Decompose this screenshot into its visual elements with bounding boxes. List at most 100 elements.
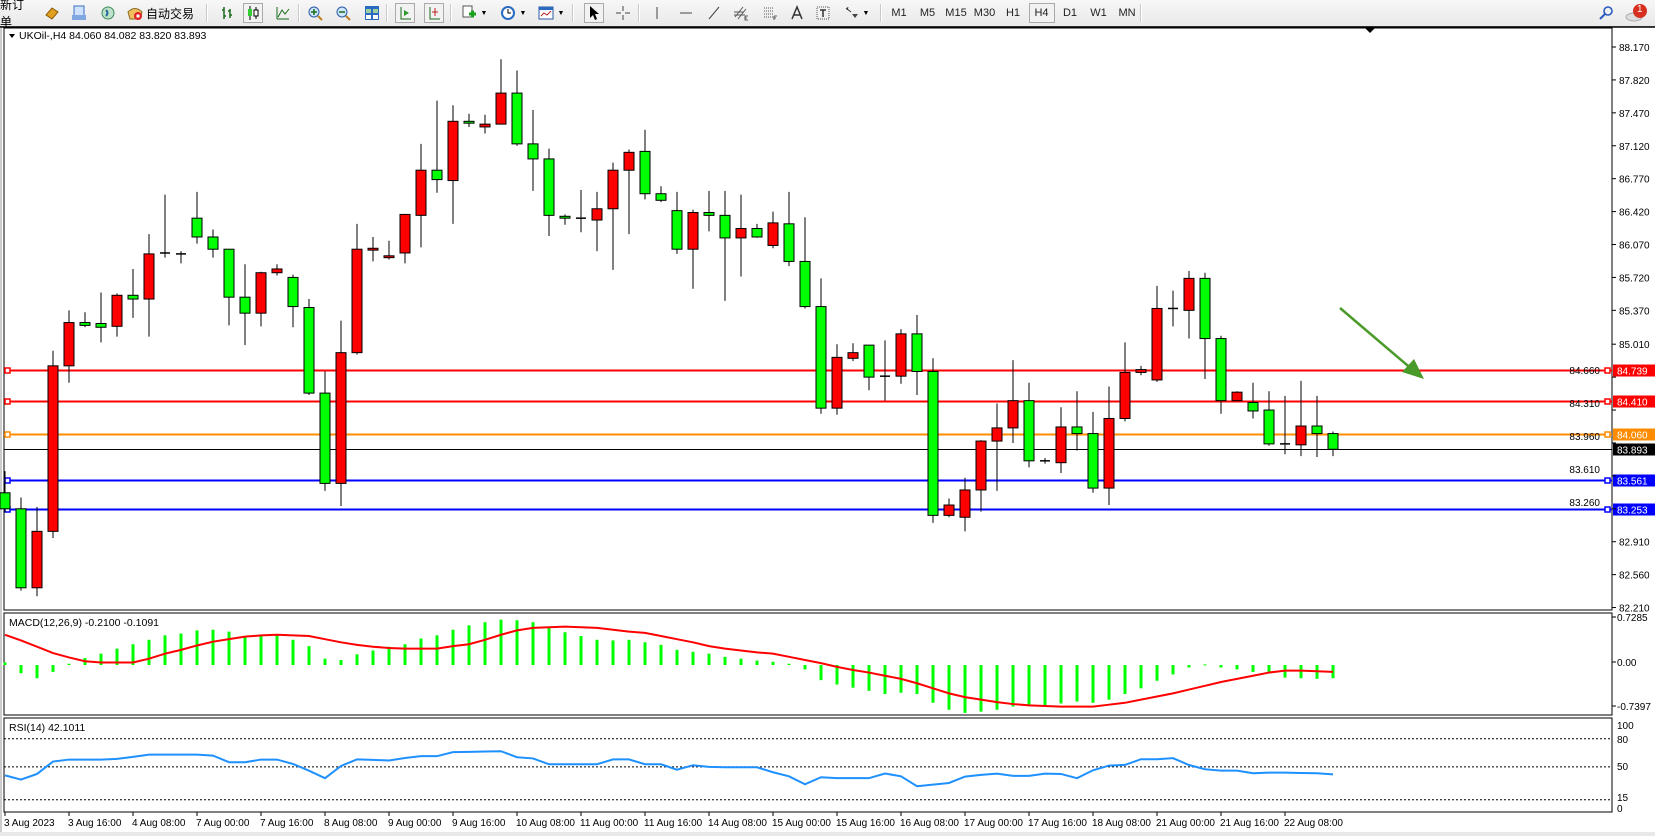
line-chart-icon[interactable] [273,3,293,23]
candle-body [127,294,139,300]
price-tick-label: 82.560 [1619,571,1650,582]
indicators-icon[interactable] [459,3,479,23]
notification-button[interactable]: 1 [1624,3,1650,23]
chart-shift-icon[interactable] [424,3,444,23]
macd-histogram-bar [771,661,775,665]
macd-histogram-bar [1123,665,1127,694]
crosshair-icon[interactable] [613,3,633,23]
text-label-icon[interactable] [813,3,833,23]
macd-histogram-bar [1171,665,1175,675]
timeframe-mn[interactable]: MN [1118,7,1136,19]
timeframe-m30[interactable]: M30 [973,7,996,19]
candle [63,310,75,383]
time-tick-label: 22 Aug 08:00 [1284,818,1343,829]
chart-menu-triangle-icon[interactable] [9,34,15,38]
time-axis: 3 Aug 2023 3 Aug 16:00 4 Aug 08:00 7 Aug 00… [0,812,1655,836]
candle-body [895,333,907,377]
price-levels: 84.739 84.410 84.060 83.893 83.561 83.253 [4,364,1655,517]
timeframe-w1[interactable]: W1 [1090,7,1107,19]
level-handle-left[interactable] [4,431,11,438]
candle-body [1215,338,1227,402]
timeframe-m5[interactable]: M5 [919,7,936,19]
candle [160,194,170,258]
price-level-badge-label: 83.561 [1617,477,1648,488]
trend-arrow[interactable] [1339,307,1424,379]
candle [1040,457,1050,464]
fibonacci-icon[interactable] [760,3,780,23]
timeframe-h4[interactable]: H4 [1028,3,1055,23]
candle-body [959,489,971,518]
candle-body [655,193,667,201]
zoom-out-icon[interactable] [333,3,353,23]
notification-icon [1625,4,1647,22]
candlestick-icon[interactable] [243,3,263,23]
macd-histogram-bar [1203,664,1207,666]
market-watch-icon[interactable] [42,3,62,23]
text-icon[interactable] [787,3,807,23]
level-handle-left[interactable] [4,398,11,405]
bar-chart-icon[interactable] [217,3,237,23]
candle [383,240,395,260]
timeframe-d1[interactable]: D1 [1062,7,1078,19]
new-order-button[interactable]: 新订单 [0,0,34,29]
time-tick-label: 17 Aug 16:00 [1028,818,1087,829]
tile-windows-icon[interactable] [362,3,382,23]
candle [1215,335,1227,414]
macd-histogram-bar [163,635,167,665]
level-handle-right[interactable] [1604,431,1611,438]
candle-body [415,169,427,216]
timeframe-m15[interactable]: M15 [945,7,967,19]
time-tick-label: 21 Aug 00:00 [1156,818,1215,829]
periods-dropdown[interactable]: ▼ [519,9,527,17]
level-handle-right[interactable] [1604,367,1611,374]
trendline-icon[interactable] [704,3,724,23]
macd-histogram-bar [1043,665,1047,706]
timeframe-h1[interactable]: H1 [1005,7,1021,19]
price-tick-label: 86.420 [1619,208,1650,219]
auto-trading-button[interactable]: 自动交易 [124,3,196,23]
macd-histogram-bar [883,665,887,694]
candle-body [975,440,987,491]
arrows-icon[interactable] [841,3,861,23]
candle-body [335,352,347,484]
navigator-icon[interactable] [98,3,118,23]
macd-signal-line [4,625,1334,708]
candle-body [1295,425,1307,446]
level-handle-right[interactable] [1604,506,1611,513]
candle [176,251,186,264]
fibonacci-channel-icon[interactable] [731,3,751,23]
candle-body [1263,409,1275,445]
templates-icon[interactable] [536,3,556,23]
candle [1247,382,1259,419]
rsi-label: RSI(14) 42.1011 [9,722,85,734]
cursor-icon[interactable] [584,3,604,23]
templates-dropdown[interactable]: ▼ [557,9,565,17]
chart-shift-marker-icon[interactable] [1365,28,1375,33]
periods-icon[interactable] [498,3,518,23]
arrow-shaft[interactable] [1339,307,1415,372]
indicators-dropdown[interactable]: ▼ [480,9,488,17]
time-tick-label: 15 Aug 00:00 [772,818,831,829]
search-icon[interactable] [1596,3,1616,23]
data-window-icon[interactable] [69,3,89,23]
level-handle-right[interactable] [1604,477,1611,484]
level-handle-left[interactable] [4,367,11,374]
candle [703,190,715,232]
macd-histogram-bar [723,656,727,665]
price-tick-label: 86.070 [1619,241,1650,252]
zoom-in-icon[interactable] [305,3,325,23]
candle-body [719,214,731,239]
candle [783,191,795,267]
candle-body [831,356,843,409]
time-tick-label: 15 Aug 16:00 [836,818,895,829]
time-tick-label: 7 Aug 16:00 [260,818,314,829]
level-handle-left[interactable] [4,477,11,484]
auto-scroll-icon[interactable] [395,3,415,23]
timeframe-m1[interactable]: M1 [891,7,907,19]
level-handle-right[interactable] [1604,398,1611,405]
arrows-dropdown[interactable]: ▼ [862,9,870,17]
vertical-line-icon[interactable] [647,3,667,23]
candle-body [31,530,43,589]
horizontal-line-icon[interactable] [676,3,696,23]
